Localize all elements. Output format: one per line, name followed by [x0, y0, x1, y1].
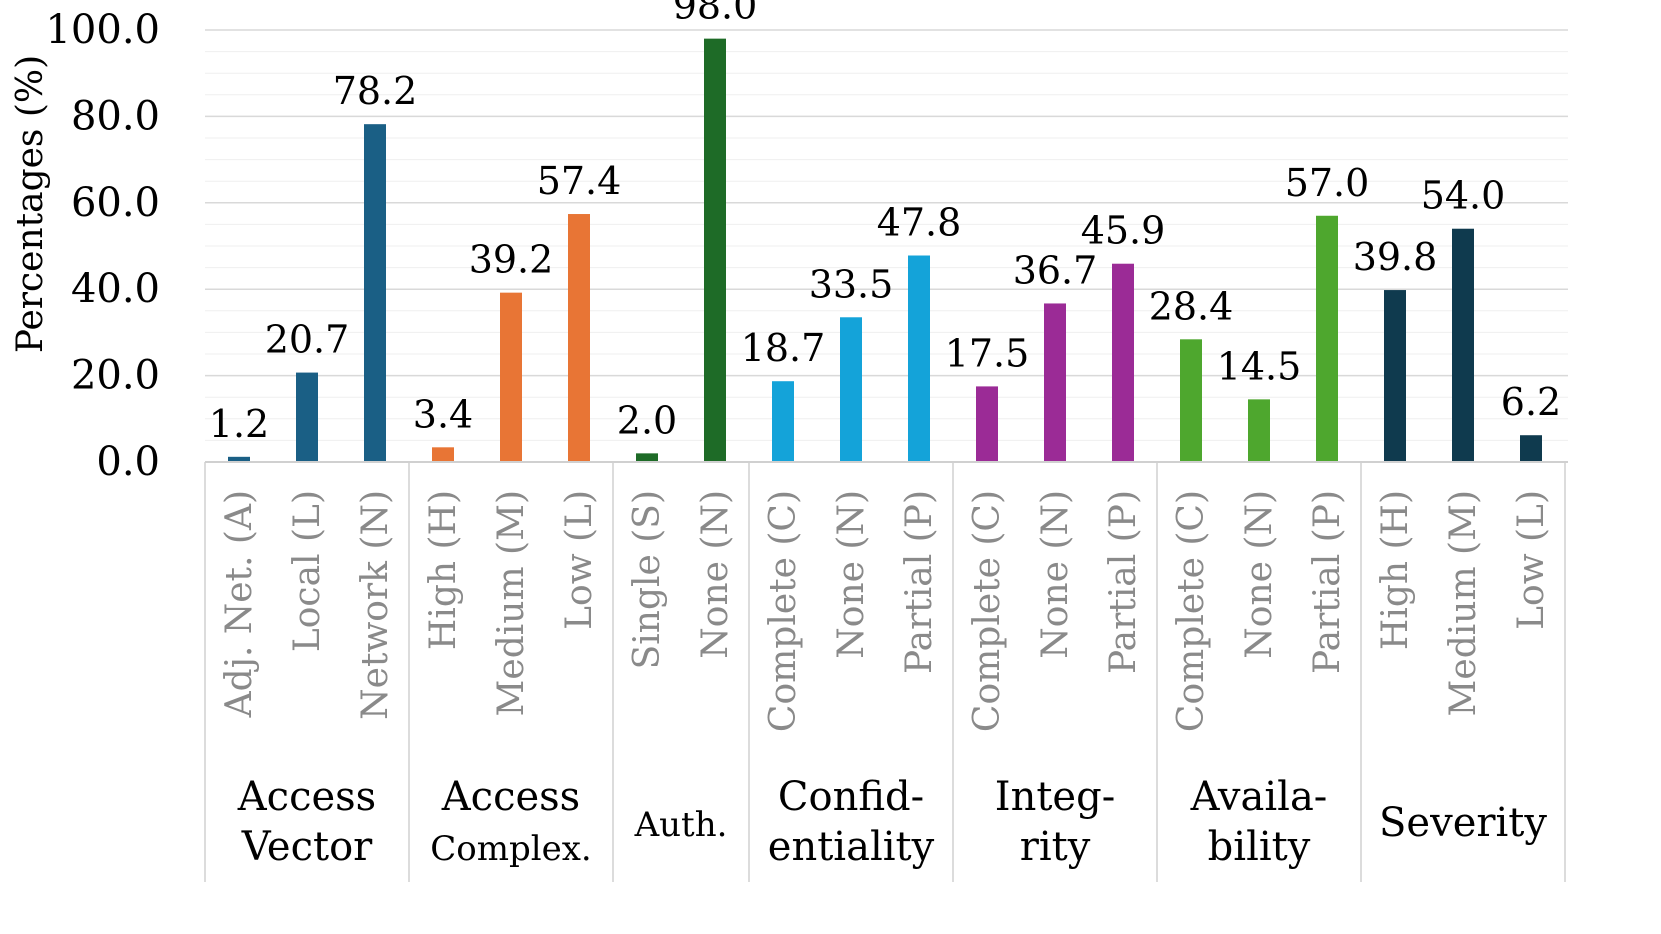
y-tick-label: 60.0	[71, 180, 160, 226]
bar	[1452, 228, 1474, 462]
data-label: 14.5	[1217, 344, 1302, 388]
group-label: Access	[441, 774, 580, 820]
bar	[1112, 263, 1134, 462]
category-label: None (N)	[1035, 490, 1076, 659]
category-label: Complete (C)	[763, 490, 804, 732]
category-labels: Adj. Net. (A) Local (L) Network (N) High (H…	[219, 490, 1552, 732]
group-label: Severity	[1379, 800, 1547, 846]
bar	[1520, 435, 1542, 462]
group-label: Integ-	[995, 774, 1115, 820]
category-label: Single (S)	[627, 490, 668, 669]
bar	[636, 453, 658, 462]
bar	[1248, 399, 1270, 462]
group-label: Confid-	[778, 774, 924, 820]
bar	[1316, 215, 1338, 462]
category-label: Low (L)	[559, 490, 600, 630]
data-label: 6.2	[1501, 380, 1561, 424]
y-tick-label: 40.0	[71, 266, 160, 312]
category-label: Complete (C)	[1171, 490, 1212, 732]
gridlines	[205, 29, 1568, 441]
group-label: Access	[237, 774, 376, 820]
group-label: bility	[1208, 824, 1311, 870]
data-label: 45.9	[1081, 209, 1166, 253]
bar	[1180, 339, 1202, 462]
y-tick-label: 80.0	[71, 93, 160, 139]
data-label: 39.8	[1353, 235, 1438, 279]
group-labels: AccessVectorAccessComplex.Auth.Confid-en…	[237, 774, 1548, 870]
y-tick-label: 100.0	[45, 7, 160, 53]
category-label: Partial (P)	[1307, 490, 1348, 674]
category-label: Adj. Net. (A)	[219, 490, 260, 718]
category-label: Partial (P)	[899, 490, 940, 674]
data-label: 57.4	[537, 159, 622, 203]
group-label: rity	[1020, 824, 1091, 870]
data-label: 39.2	[469, 238, 554, 282]
bar	[772, 381, 794, 462]
group-label: entiality	[768, 824, 935, 870]
y-tick-label: 0.0	[96, 439, 160, 485]
bar	[364, 124, 386, 463]
category-label: High (H)	[1375, 490, 1416, 650]
data-label: 28.4	[1149, 284, 1234, 328]
group-label: Availa-	[1190, 774, 1328, 820]
data-label: 33.5	[809, 262, 894, 306]
group-label: Auth.	[634, 805, 728, 845]
bar	[568, 214, 590, 462]
category-label: High (H)	[423, 490, 464, 650]
category-label: None (N)	[1239, 490, 1280, 659]
data-label: 57.0	[1285, 161, 1370, 205]
bar	[704, 38, 726, 462]
bar	[500, 292, 522, 462]
bar	[840, 317, 862, 462]
category-label: Local (L)	[287, 490, 328, 652]
category-label: Partial (P)	[1103, 490, 1144, 674]
category-label: Medium (M)	[1443, 490, 1484, 716]
data-labels: 1.2 20.7 78.2 3.4 39.2 57.4 2.0 98.0 18.7 33.5 47.…	[209, 0, 1561, 446]
bar	[228, 456, 250, 462]
data-label: 54.0	[1421, 174, 1506, 218]
bar	[1044, 303, 1066, 462]
data-label: 78.2	[333, 69, 418, 113]
category-label: Complete (C)	[967, 490, 1008, 732]
data-label: 20.7	[265, 318, 350, 362]
category-separators	[204, 462, 1566, 882]
y-axis-ticks: 0.0 20.0 40.0 60.0 80.0 100.0	[45, 7, 160, 485]
category-label: None (N)	[831, 490, 872, 659]
group-label: Complex.	[430, 829, 591, 869]
data-label: 2.0	[617, 398, 677, 442]
data-label: 98.0	[673, 0, 758, 28]
y-tick-label: 20.0	[71, 353, 160, 399]
data-label: 47.8	[877, 201, 962, 245]
bar	[976, 386, 998, 462]
data-label: 3.4	[413, 392, 473, 436]
category-label: Network (N)	[355, 490, 396, 720]
data-label: 36.7	[1013, 248, 1098, 292]
bar	[296, 372, 318, 462]
bar	[908, 255, 930, 462]
category-label: Low (L)	[1511, 490, 1552, 630]
bar	[1384, 290, 1406, 462]
category-label: None (N)	[695, 490, 736, 659]
group-label: Vector	[241, 824, 373, 870]
category-label: Medium (M)	[491, 490, 532, 716]
y-axis-label: Percentages (%)	[10, 55, 51, 353]
data-label: 18.7	[741, 326, 826, 370]
data-label: 1.2	[209, 402, 269, 446]
data-label: 17.5	[945, 331, 1030, 375]
bar	[432, 447, 454, 462]
bars	[228, 38, 1542, 463]
